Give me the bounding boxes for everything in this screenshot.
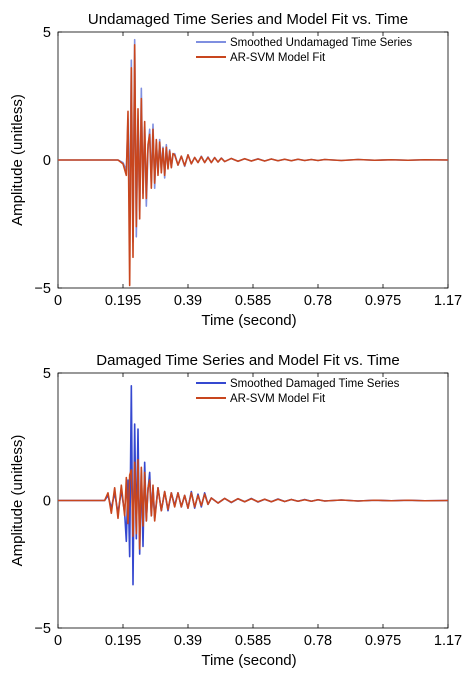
x-tick-label: 0 xyxy=(54,633,62,649)
y-tick-label: 5 xyxy=(43,366,51,382)
x-tick-label: 0.78 xyxy=(304,293,332,309)
x-tick-label: 0.585 xyxy=(235,633,271,649)
x-tick-label: 0.195 xyxy=(105,293,141,309)
chart-panel-upper: Undamaged Time Series and Model Fit vs. … xyxy=(9,11,462,329)
legend-label: Smoothed Damaged Time Series xyxy=(230,378,400,390)
y-tick-label: 5 xyxy=(43,25,51,41)
series-line-ar-svm-fit xyxy=(58,44,448,287)
series-line-ar-svm-fit xyxy=(58,458,448,550)
chart-panel-lower: Damaged Time Series and Model Fit vs. Ti… xyxy=(9,352,462,669)
y-tick-label: 0 xyxy=(43,494,51,510)
x-tick-label: 1.17 xyxy=(434,293,462,309)
x-axis-label: Time (second) xyxy=(201,312,296,329)
y-axis-label: Amplitude (unitless) xyxy=(9,435,26,567)
legend-label: AR-SVM Model Fit xyxy=(230,393,326,405)
legend-label: Smoothed Undamaged Time Series xyxy=(230,37,412,49)
x-tick-label: 0 xyxy=(54,293,62,309)
x-tick-label: 0.585 xyxy=(235,293,271,309)
legend-label: AR-SVM Model Fit xyxy=(230,52,326,64)
y-axis-label: Amplitude (unitless) xyxy=(9,94,26,226)
x-tick-label: 0.39 xyxy=(174,633,202,649)
x-tick-label: 0.195 xyxy=(105,633,141,649)
x-tick-label: 0.975 xyxy=(365,293,401,309)
x-tick-label: 0.78 xyxy=(304,633,332,649)
y-tick-label: −5 xyxy=(34,621,51,637)
x-tick-label: 0.975 xyxy=(365,633,401,649)
chart-title: Undamaged Time Series and Model Fit vs. … xyxy=(88,11,408,28)
x-tick-label: 1.17 xyxy=(434,633,462,649)
x-axis-label: Time (second) xyxy=(201,652,296,669)
y-tick-label: 0 xyxy=(43,153,51,169)
y-tick-label: −5 xyxy=(34,281,51,297)
chart-title: Damaged Time Series and Model Fit vs. Ti… xyxy=(96,352,399,369)
x-tick-label: 0.39 xyxy=(174,293,202,309)
